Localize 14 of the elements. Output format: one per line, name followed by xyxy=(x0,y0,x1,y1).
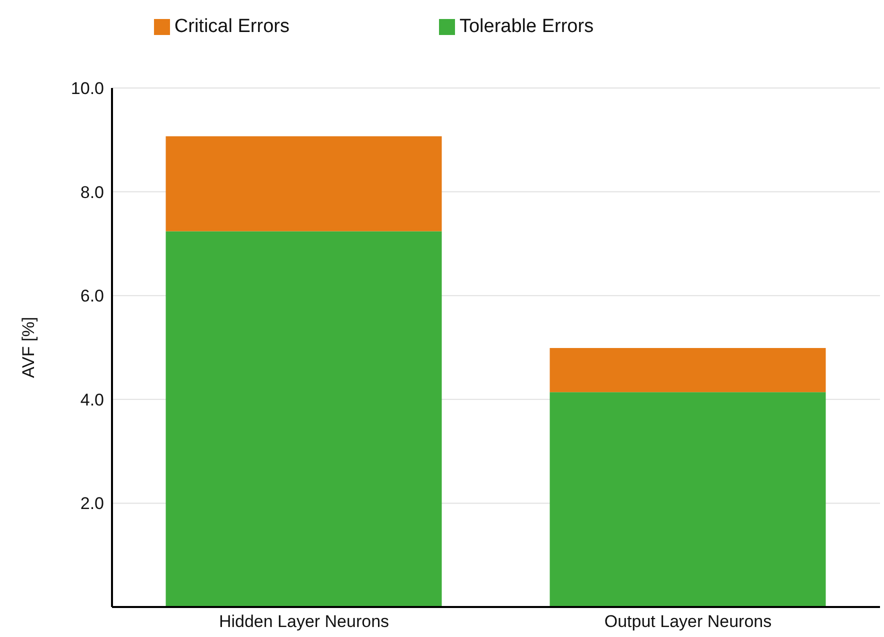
y-tick-label: 10.0 xyxy=(70,79,104,98)
bar xyxy=(166,136,442,232)
bar xyxy=(550,392,826,607)
bar xyxy=(550,348,826,392)
legend-label: Tolerable Errors xyxy=(459,16,594,37)
legend-label: Critical Errors xyxy=(174,16,290,37)
y-tick-label: 6.0 xyxy=(80,286,104,306)
x-tick-label: Output Layer Neurons xyxy=(604,612,772,632)
y-tick-label: 8.0 xyxy=(80,182,104,202)
y-tick-label: 4.0 xyxy=(80,390,104,410)
bar xyxy=(166,231,442,607)
y-tick-label: 2.0 xyxy=(80,494,104,514)
y-axis-title: AVF [%] xyxy=(19,316,38,378)
x-tick-label: Hidden Layer Neurons xyxy=(218,612,390,632)
